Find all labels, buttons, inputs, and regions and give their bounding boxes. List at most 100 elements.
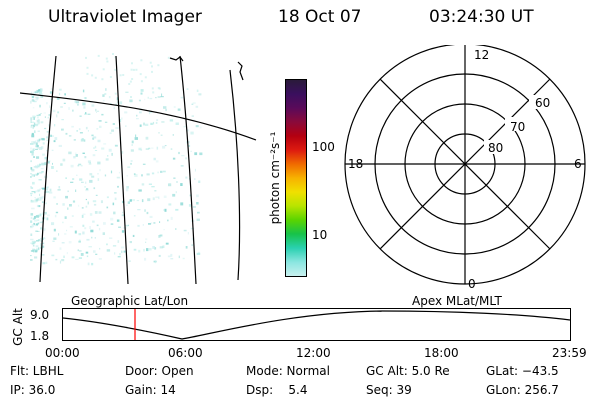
emission-pixel xyxy=(134,174,138,177)
emission-pixel xyxy=(147,198,151,202)
emission-pixel xyxy=(125,91,129,93)
emission-pixel xyxy=(49,188,52,192)
emission-pixel xyxy=(35,165,37,167)
emission-pixel xyxy=(169,183,171,185)
emission-pixel xyxy=(105,158,109,161)
emission-pixel xyxy=(46,131,49,133)
instrument-title: Ultraviolet Imager xyxy=(48,7,202,27)
emission-pixel xyxy=(61,259,65,262)
emission-pixel xyxy=(87,201,89,205)
status-door: Door: Open xyxy=(125,364,194,378)
emission-pixel xyxy=(41,242,45,245)
emission-pixel xyxy=(56,114,58,118)
emission-pixel xyxy=(71,125,74,128)
emission-pixel xyxy=(92,220,95,223)
emission-pixel xyxy=(81,214,84,218)
colorbar-tick-100: 100 xyxy=(312,140,335,154)
status-filter: Flt: LBHL xyxy=(10,364,64,378)
emission-pixel xyxy=(82,231,85,235)
orbit-x-tick-2: 12:00 xyxy=(296,346,331,360)
emission-pixel xyxy=(102,99,105,102)
emission-pixel xyxy=(50,135,54,137)
emission-pixel xyxy=(52,162,53,165)
emission-pixel xyxy=(34,219,38,222)
emission-pixel xyxy=(36,204,39,208)
orbit-altitude-plot xyxy=(62,308,571,341)
emission-pixel xyxy=(33,149,35,151)
emission-pixel xyxy=(161,121,165,123)
emission-pixel xyxy=(60,106,63,108)
emission-pixel xyxy=(37,189,40,192)
emission-pixel xyxy=(134,137,138,140)
emission-pixel xyxy=(144,76,147,79)
emission-pixel xyxy=(75,189,77,192)
emission-pixel xyxy=(155,121,158,124)
emission-pixel xyxy=(31,174,34,176)
emission-pixel xyxy=(48,161,50,164)
emission-pixel xyxy=(77,103,79,106)
emission-pixel xyxy=(30,213,34,216)
emission-pixel xyxy=(85,56,87,59)
emission-pixel xyxy=(113,106,115,110)
emission-pixel xyxy=(53,140,56,143)
emission-pixel xyxy=(35,198,39,202)
emission-pixel xyxy=(93,147,95,149)
emission-pixel xyxy=(96,128,99,130)
emission-pixel xyxy=(37,130,40,132)
emission-pixel xyxy=(137,209,141,211)
emission-pixel xyxy=(36,248,39,251)
emission-pixel xyxy=(165,108,167,112)
emission-speckle xyxy=(30,53,203,266)
emission-pixel xyxy=(103,143,107,145)
emission-pixel xyxy=(132,234,135,237)
emission-pixel xyxy=(38,138,41,141)
emission-pixel xyxy=(35,173,39,176)
emission-pixel xyxy=(34,99,38,101)
emission-pixel xyxy=(30,226,32,228)
emission-pixel xyxy=(141,199,144,203)
emission-pixel xyxy=(31,141,35,143)
emission-pixel xyxy=(33,156,35,158)
emission-pixel xyxy=(36,224,38,226)
mlt-label-18: 18 xyxy=(348,157,363,171)
emission-pixel xyxy=(115,127,119,129)
emission-pixel xyxy=(152,121,155,125)
emission-pixel xyxy=(46,102,48,105)
emission-pixel xyxy=(39,193,41,196)
emission-pixel xyxy=(44,156,48,160)
emission-pixel xyxy=(38,97,40,99)
emission-pixel xyxy=(198,180,201,183)
emission-pixel xyxy=(131,78,134,80)
emission-pixel xyxy=(98,120,102,122)
emission-pixel xyxy=(190,131,194,135)
emission-pixel xyxy=(188,204,192,207)
emission-pixel xyxy=(91,74,94,77)
emission-pixel xyxy=(126,186,129,189)
emission-pixel xyxy=(36,147,39,149)
emission-pixel xyxy=(89,226,91,229)
emission-pixel xyxy=(129,199,132,202)
emission-pixel xyxy=(40,227,43,230)
emission-pixel xyxy=(31,91,33,94)
status-dsp: Dsp: 5.4 xyxy=(246,383,308,397)
emission-pixel xyxy=(118,226,121,228)
emission-pixel xyxy=(44,127,47,130)
emission-pixel xyxy=(86,238,90,241)
emission-pixel xyxy=(173,177,176,179)
emission-pixel xyxy=(127,166,131,168)
emission-pixel xyxy=(51,222,55,226)
emission-pixel xyxy=(50,134,52,137)
orbit-y-tick-min: 1.8 xyxy=(30,329,50,343)
emission-pixel xyxy=(37,116,39,119)
emission-pixel xyxy=(36,156,40,159)
emission-pixel xyxy=(109,132,112,134)
emission-pixel xyxy=(148,183,152,185)
emission-pixel xyxy=(132,68,135,71)
emission-pixel xyxy=(107,155,109,157)
emission-pixel xyxy=(84,227,87,230)
emission-pixel xyxy=(33,101,37,103)
emission-pixel xyxy=(38,247,40,250)
emission-pixel xyxy=(93,136,97,139)
emission-pixel xyxy=(129,80,132,83)
emission-pixel xyxy=(74,100,77,103)
